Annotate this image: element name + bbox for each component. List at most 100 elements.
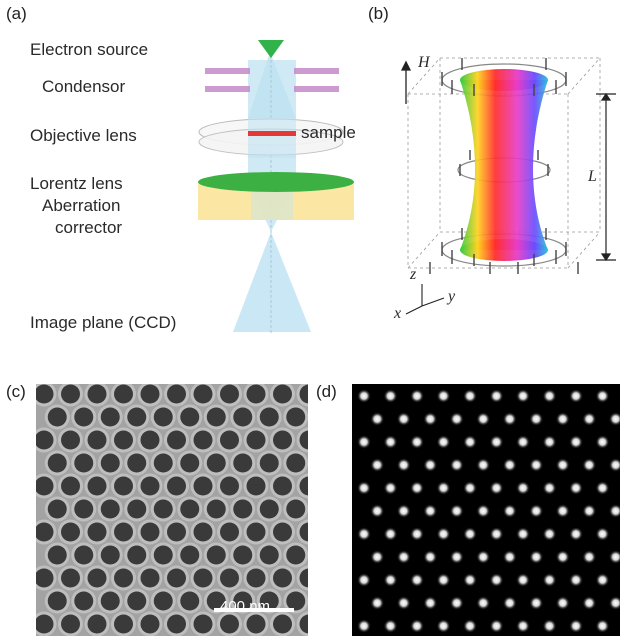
lorentz-lens-ellipse [198, 172, 354, 192]
lattice-spot [396, 458, 411, 472]
lattice-spot [410, 435, 424, 449]
lattice-spot [383, 619, 398, 633]
lattice-spot [127, 453, 147, 473]
lattice-spot [299, 476, 308, 496]
lattice-spot [569, 573, 583, 587]
lattice-spot [259, 499, 279, 519]
lattice-spot [463, 619, 477, 633]
lattice-spot [502, 596, 517, 610]
lattice-spot [299, 614, 308, 634]
lattice-spot [153, 591, 173, 611]
lattice-spot [595, 573, 610, 587]
lattice-spot [286, 499, 306, 519]
lattice-spot [396, 504, 411, 518]
lattice-spot [436, 619, 451, 633]
lattice-spot [167, 476, 186, 496]
lattice-spot [529, 504, 544, 518]
lattice-spot [595, 619, 610, 633]
panel-label-d: (d) [316, 382, 337, 401]
lattice-spot [357, 481, 371, 495]
lattice-spot [193, 522, 213, 542]
lattice-spot [502, 458, 517, 472]
lattice-spot [140, 614, 160, 634]
lattice-spot [74, 453, 94, 473]
lattice-spot [489, 481, 504, 495]
lattice-spot [463, 481, 477, 495]
lattice-spot [410, 389, 424, 403]
lattice-spot [370, 458, 385, 472]
lattice-spot [542, 527, 557, 541]
lattice-spot [529, 596, 544, 610]
lattice-spot [74, 407, 94, 427]
sample-bar [248, 131, 296, 136]
lattice-spot [47, 591, 67, 611]
lattice-spot [246, 430, 266, 450]
lattice-spot [140, 384, 160, 404]
lattice-spot [489, 527, 504, 541]
lattice-spot [87, 614, 107, 634]
label-length-l: L [588, 168, 597, 185]
lattice-spot [286, 591, 306, 611]
lattice-spot [555, 550, 570, 564]
lattice-spot [114, 430, 133, 450]
lattice-spot [233, 499, 253, 519]
lattice-spot [555, 596, 570, 610]
lattice-spot [233, 407, 253, 427]
lattice-spot [436, 481, 451, 495]
lattice-spot [595, 435, 610, 449]
lattice-spot [370, 504, 385, 518]
lattice-spot [370, 550, 385, 564]
lattice-spot [61, 568, 80, 588]
lattice-spot [233, 545, 253, 565]
lattice-spot [153, 545, 173, 565]
lattice-spot [193, 614, 213, 634]
lattice-spot [476, 504, 491, 518]
lattice-spot [286, 545, 306, 565]
lattice-spot [383, 573, 398, 587]
lattice-spot [100, 407, 120, 427]
lattice-spot [167, 614, 186, 634]
lattice-spot [114, 476, 133, 496]
lattice-spot [74, 499, 94, 519]
lattice-spot [140, 476, 160, 496]
lattice-spot [608, 458, 620, 472]
lattice-spot [436, 573, 451, 587]
electron-beam-overlay [248, 118, 296, 158]
lattice-spot [286, 453, 306, 473]
lattice-spot [114, 614, 133, 634]
lattice-spot [569, 481, 583, 495]
label-axis-y: y [448, 288, 456, 305]
lattice-spot [299, 568, 308, 588]
lattice-spot [370, 412, 385, 426]
lattice-spot [542, 619, 557, 633]
lattice-spot [206, 591, 226, 611]
skyrmion-tube [460, 80, 548, 250]
lattice-spot [582, 412, 597, 426]
lattice-spot [220, 614, 239, 634]
lattice-spot [61, 522, 80, 542]
lattice-spot [555, 458, 570, 472]
lattice-spot [127, 407, 147, 427]
lattice-spot [180, 545, 200, 565]
lattice-spot [516, 389, 530, 403]
hexagonal-lattice-bright-spots [357, 389, 620, 633]
lattice-spot [582, 550, 597, 564]
lattice-spot [153, 453, 173, 473]
lattice-spot [582, 504, 597, 518]
lattice-spot [529, 458, 544, 472]
lattice-spot [383, 527, 398, 541]
lattice-spot [233, 591, 253, 611]
lattice-spot [100, 453, 120, 473]
lattice-spot [246, 384, 266, 404]
lattice-spot [502, 412, 517, 426]
lattice-spot [595, 481, 610, 495]
lattice-spot [476, 596, 491, 610]
lattice-spot [246, 568, 266, 588]
ltem-image-c [36, 384, 308, 636]
condensor-bar [205, 86, 250, 92]
lattice-spot [259, 591, 279, 611]
lattice-spot [206, 499, 226, 519]
lattice-spot [529, 550, 544, 564]
lattice-spot [370, 596, 385, 610]
lattice-spot [286, 407, 306, 427]
